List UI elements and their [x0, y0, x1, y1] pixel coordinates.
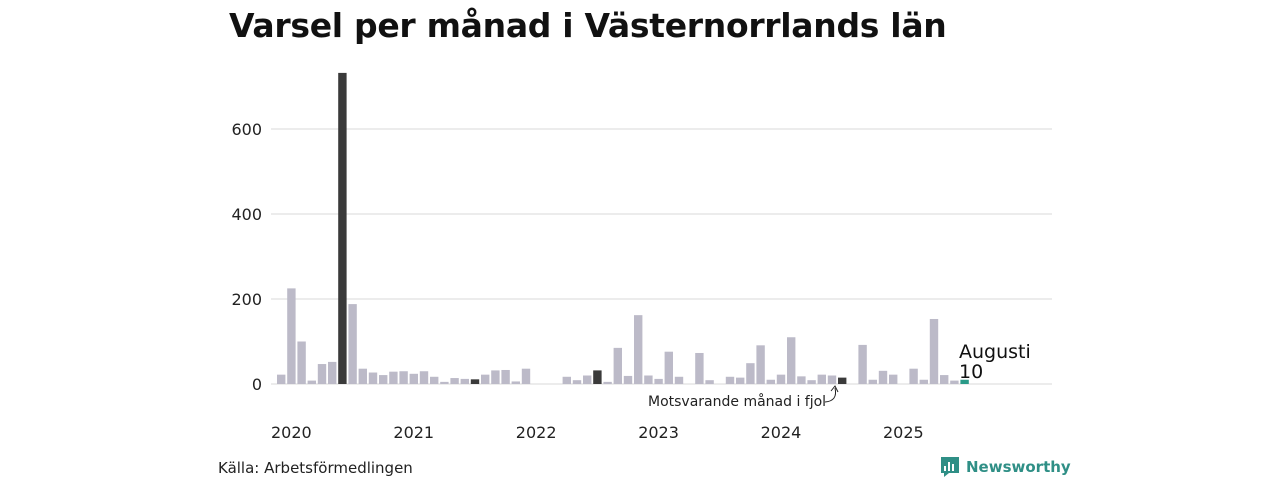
- y-tick-label: 0: [252, 375, 262, 394]
- bar: [827, 375, 837, 384]
- bar: [725, 376, 735, 384]
- bar: [940, 375, 949, 384]
- bar: [419, 371, 429, 384]
- bar: [277, 374, 286, 384]
- bar: [389, 371, 398, 384]
- bar: [746, 363, 755, 384]
- bar: [817, 374, 826, 384]
- source-note: Källa: Arbetsförmedlingen: [218, 459, 413, 477]
- bar: [868, 379, 877, 384]
- bar: [950, 380, 959, 384]
- bar: [634, 315, 643, 384]
- bar-same-month-last-year: [470, 379, 480, 384]
- y-axis-ticks: 0 200 400 600: [231, 120, 262, 394]
- bar: [501, 369, 510, 384]
- bar: [878, 370, 888, 384]
- bar: [368, 372, 378, 384]
- bar: [766, 379, 775, 384]
- bar: [695, 352, 704, 384]
- bar: [858, 344, 867, 384]
- bar: [909, 368, 918, 384]
- annotation-arrow: [824, 387, 836, 403]
- brand-logo: Newsworthy: [940, 456, 1071, 478]
- x-tick-label: 2023: [638, 423, 679, 442]
- bar: [583, 375, 592, 384]
- highlight-value: 10: [959, 361, 983, 383]
- bar: [613, 347, 622, 384]
- bar: [450, 378, 459, 384]
- bar: [797, 376, 806, 384]
- bar: [287, 288, 296, 384]
- bar: [440, 381, 449, 384]
- y-tick-label: 400: [231, 205, 262, 224]
- bar: [644, 375, 653, 384]
- bar: [603, 381, 612, 384]
- x-tick-label: 2025: [883, 423, 924, 442]
- bar: [705, 380, 714, 384]
- annotation-arrowhead: [830, 385, 839, 393]
- bar: [807, 380, 816, 384]
- bar: [776, 374, 786, 384]
- bar-same-month-last-year: [593, 370, 602, 384]
- bar: [929, 318, 939, 384]
- highlight-label: Augusti: [959, 341, 1031, 363]
- brand-name: Newsworthy: [966, 458, 1071, 476]
- bar: [756, 345, 765, 384]
- bar: [572, 380, 582, 384]
- bar: [521, 368, 531, 384]
- newsworthy-logo-icon: [941, 457, 959, 477]
- x-tick-label: 2024: [761, 423, 802, 442]
- bar: [358, 368, 367, 384]
- bar: [399, 371, 408, 384]
- bar-current-month: [960, 379, 969, 384]
- y-tick-label: 600: [231, 120, 262, 139]
- bar: [919, 379, 928, 384]
- bar: [623, 375, 633, 384]
- bar: [328, 361, 337, 384]
- annotation-group: Motsvarande månad i fjol: [648, 385, 839, 410]
- bar-same-month-last-year: [338, 72, 347, 385]
- bar: [491, 370, 500, 384]
- bar: [736, 377, 745, 384]
- bar: [511, 381, 520, 384]
- bar: [409, 373, 418, 384]
- bar: [481, 374, 490, 384]
- bar: [654, 378, 663, 384]
- x-axis-ticks: 2020 2021 2022 2023 2024 2025: [271, 423, 924, 442]
- bar: [674, 376, 684, 384]
- bar: [787, 337, 796, 384]
- x-tick-label: 2022: [516, 423, 557, 442]
- bar-same-month-last-year: [838, 377, 847, 384]
- bar: [460, 378, 469, 384]
- y-tick-label: 200: [231, 290, 262, 309]
- annotation-label: Motsvarande månad i fjol: [648, 393, 826, 410]
- bar: [307, 380, 316, 384]
- bar: [297, 341, 306, 384]
- bars: [277, 72, 969, 385]
- bar: [348, 304, 357, 384]
- x-tick-label: 2020: [271, 423, 312, 442]
- x-tick-label: 2021: [393, 423, 434, 442]
- bar: [317, 364, 327, 384]
- bar: [664, 351, 673, 384]
- bar: [562, 376, 571, 384]
- bar: [430, 376, 439, 384]
- chart-title: Varsel per månad i Västernorrlands län: [229, 6, 947, 45]
- bar: [889, 374, 898, 384]
- bar: [379, 375, 388, 384]
